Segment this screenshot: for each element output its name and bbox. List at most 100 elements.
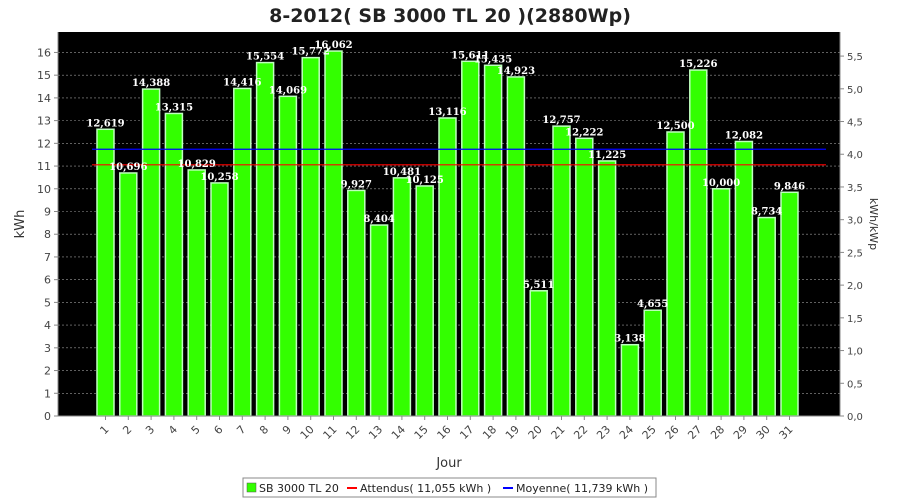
y-axis-right: 0,0 0,5 1,0 1,5 2,0 2,5 3,0 3,5 4,0 4,5 5,0 5,5 <box>839 32 863 423</box>
data-label: 4,655 <box>637 299 668 310</box>
y-right-tick-label: 0,5 <box>847 379 863 390</box>
data-label: 14,923 <box>497 66 535 77</box>
y-tick-label: 6 <box>44 274 51 287</box>
bar <box>711 188 731 417</box>
data-label: 15,772 <box>292 47 330 58</box>
x-axis: 1 2 3 4 5 6 7 8 9 10 11 12 13 14 15 16 17 18 19 20 21 22 23 24 2… <box>58 415 840 442</box>
legend-item-bars: SB 3000 TL 20 <box>259 482 339 495</box>
bar <box>620 343 640 417</box>
bar <box>255 61 275 417</box>
y-tick-label: 11 <box>37 160 51 173</box>
data-label: 12,222 <box>565 127 603 138</box>
legend: SB 3000 TL 20 Attendus( 11,055 kWh ) Moy… <box>242 477 657 498</box>
y-right-tick-label: 3,5 <box>847 183 863 194</box>
x-tick-label: 24 <box>617 423 636 442</box>
y-right-tick-label: 5,5 <box>847 52 863 63</box>
bar <box>187 169 206 417</box>
x-tick-label: 30 <box>754 423 773 442</box>
y-right-tick-label: 2,5 <box>847 248 863 259</box>
x-axis-label: Jour <box>435 456 462 471</box>
x-tick-label: 10 <box>298 423 317 442</box>
bar <box>438 117 457 417</box>
bar <box>415 185 434 417</box>
data-label: 9,846 <box>774 181 805 192</box>
x-tick-label: 8 <box>257 423 271 437</box>
x-tick-label: 27 <box>685 423 704 442</box>
y-tick-label: 7 <box>44 251 51 264</box>
x-tick-label: 4 <box>166 423 180 437</box>
y-right-tick-label: 0,0 <box>847 412 863 423</box>
data-labels: 12,619 10,696 14,388 13,315 10,829 10,258 14,4… <box>86 40 805 345</box>
y-tick-label: 15 <box>37 69 51 82</box>
x-tick-label: 17 <box>457 423 476 442</box>
data-label: 3,138 <box>614 334 645 345</box>
bar <box>119 172 138 417</box>
x-tick-label: 31 <box>777 423 796 442</box>
reference-lines <box>92 148 826 166</box>
x-tick-label: 14 <box>389 423 408 442</box>
x-tick-label: 19 <box>503 423 522 442</box>
bar <box>780 191 799 417</box>
y-right-tick-label: 2,0 <box>847 281 863 292</box>
bar <box>506 76 526 417</box>
x-tick-label: 25 <box>640 423 659 442</box>
x-tick-label: 29 <box>731 423 750 442</box>
data-label: 9,927 <box>341 179 372 190</box>
bar <box>369 224 389 417</box>
y-right-tick-label: 3,0 <box>847 216 863 227</box>
bar <box>666 131 685 417</box>
bar <box>392 177 412 417</box>
x-tick-label: 9 <box>280 423 294 437</box>
x-tick-label: 12 <box>343 423 362 442</box>
bar <box>597 160 617 417</box>
legend-item-expected: Attendus( 11,055 kWh ) <box>360 482 491 495</box>
bar <box>210 182 229 417</box>
data-label: 8,734 <box>751 207 782 218</box>
x-tick-label: 15 <box>412 423 431 442</box>
data-label: 10,258 <box>200 172 238 183</box>
chart-title: 8-2012( SB 3000 TL 20 )(2880Wp) <box>269 5 631 27</box>
bar <box>529 290 548 417</box>
x-tick-label: 11 <box>321 423 340 442</box>
bar <box>324 50 343 417</box>
bar <box>347 189 366 417</box>
y-axis-label: kWh <box>13 210 28 239</box>
y-tick-label: 9 <box>44 206 51 219</box>
x-tick-label: 7 <box>234 423 248 437</box>
data-label: 11,225 <box>588 150 626 161</box>
data-label: 10,481 <box>383 167 421 178</box>
data-label: 10,000 <box>702 178 740 189</box>
bar <box>757 216 776 417</box>
data-label: 12,619 <box>86 118 124 129</box>
y-tick-label: 3 <box>44 342 51 355</box>
y-tick-label: 8 <box>44 228 51 241</box>
data-label: 14,416 <box>223 77 261 88</box>
bar <box>141 88 161 417</box>
y-axis-right-label: kWh/kWp <box>867 198 880 250</box>
bar <box>278 95 298 417</box>
y-right-tick-label: 5,0 <box>847 85 863 96</box>
bar <box>483 64 503 417</box>
y-tick-label: 0 <box>44 410 51 423</box>
y-tick-label: 12 <box>37 137 51 150</box>
x-tick-label: 5 <box>189 423 203 437</box>
legend-swatch-bars <box>246 482 257 493</box>
y-tick-label: 2 <box>44 365 51 378</box>
data-label: 12,757 <box>542 115 580 126</box>
x-tick-label: 13 <box>366 423 385 442</box>
data-label: 16,062 <box>314 40 352 51</box>
data-label: 13,116 <box>428 107 466 118</box>
data-label: 10,125 <box>406 175 444 186</box>
data-label: 14,388 <box>132 78 170 89</box>
x-tick-label: 3 <box>143 423 157 437</box>
y-tick-label: 1 <box>44 387 51 400</box>
y-right-tick-label: 1,0 <box>847 347 863 358</box>
bars-layer <box>96 50 799 417</box>
data-label: 15,611 <box>451 50 489 61</box>
bar <box>233 87 252 417</box>
bar <box>643 309 662 417</box>
y-tick-label: 10 <box>37 183 51 196</box>
y-right-tick-label: 4,5 <box>847 118 863 129</box>
